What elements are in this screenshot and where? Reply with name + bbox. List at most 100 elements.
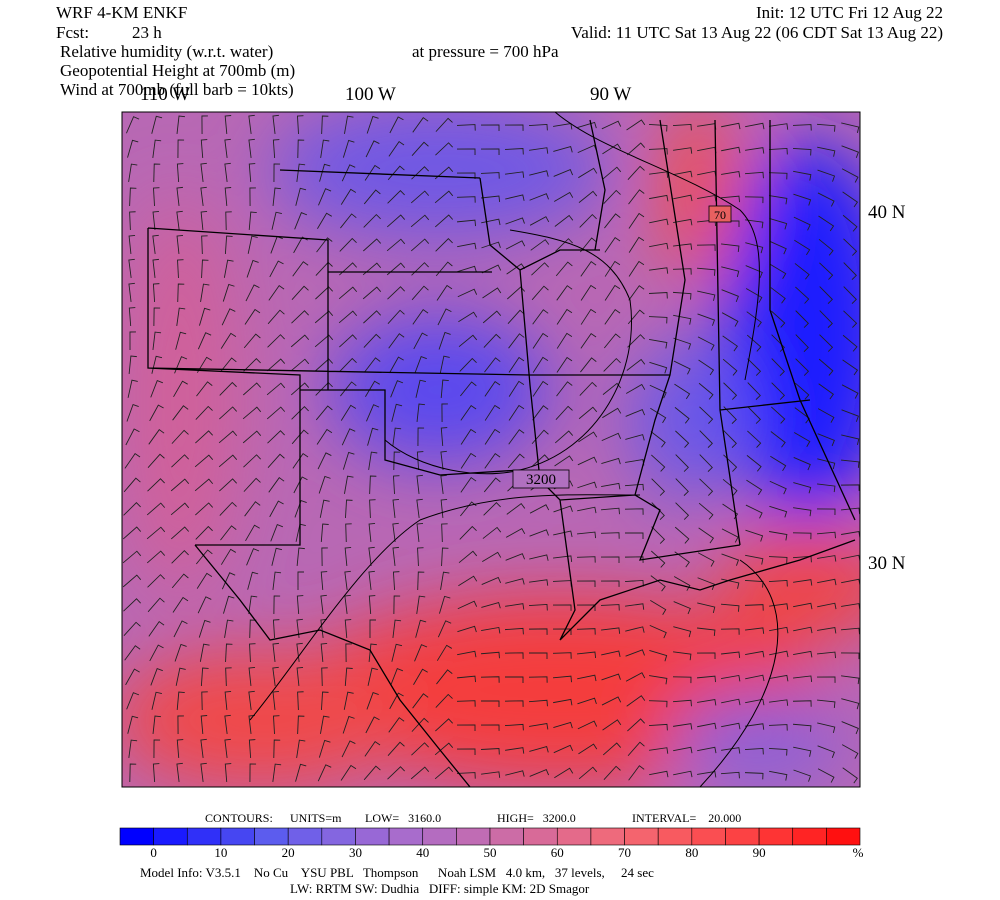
wind-barb [201, 235, 208, 255]
wind-barb [649, 267, 669, 274]
wind-barb [388, 717, 405, 733]
wind-barb [415, 619, 427, 638]
wind-barb [296, 547, 305, 567]
wind-barb [793, 650, 813, 658]
wind-barb [224, 763, 232, 783]
wind-barb [601, 120, 622, 130]
wind-barb [483, 333, 501, 348]
wind-barb [173, 380, 188, 398]
wind-barb [316, 428, 333, 445]
wind-barb [391, 643, 403, 662]
wind-barb [529, 746, 549, 753]
wind-barb [177, 283, 185, 303]
wind-barb [553, 146, 573, 153]
wind-barb [146, 502, 166, 516]
wind-barb [673, 770, 693, 778]
wind-barb [242, 430, 262, 444]
wind-barb [484, 357, 501, 373]
wind-barb [697, 194, 717, 202]
wind-barb [149, 404, 164, 422]
wind-barb [555, 405, 573, 420]
wind-barb [176, 234, 184, 254]
wind-barb [176, 307, 186, 326]
wind-barb [818, 215, 835, 232]
wind-barb [458, 311, 478, 323]
wind-barb [457, 625, 477, 633]
wind-barb [195, 525, 213, 540]
wind-barb [506, 502, 526, 515]
wind-barb [649, 770, 669, 778]
wind-barb [460, 476, 477, 493]
wind-barb [320, 139, 330, 158]
pressure-level: at pressure = 700 hPa [412, 42, 559, 61]
wind-barb [747, 358, 762, 376]
wind-barb [532, 380, 549, 397]
wind-barb [296, 163, 306, 182]
wind-barb [554, 455, 574, 467]
wind-barb [362, 238, 382, 252]
wind-barb [320, 523, 329, 543]
wind-barb [792, 723, 812, 732]
wind-barb [603, 765, 621, 780]
wind-barb [342, 451, 355, 470]
wind-barb [314, 334, 334, 348]
wind-barb [529, 579, 549, 586]
wind-barb [648, 292, 668, 299]
wind-barb [224, 691, 232, 711]
wind-barb [649, 242, 669, 250]
wind-barb [147, 478, 165, 492]
wind-barb [456, 219, 476, 227]
wind-barb [769, 626, 789, 634]
wind-barb [152, 283, 160, 303]
wind-barb [723, 382, 738, 400]
wind-barb [345, 499, 353, 519]
wind-barb [793, 675, 813, 682]
wind-barb [768, 147, 788, 155]
wind-barb [148, 429, 165, 445]
wind-barb [699, 406, 714, 424]
wind-barb [625, 408, 646, 417]
wind-barb [296, 115, 304, 135]
wind-barb [746, 455, 762, 472]
wind-barb [225, 643, 233, 663]
wind-barb [604, 260, 621, 277]
wind-barb [172, 405, 189, 421]
wind-barb [816, 123, 836, 132]
wind-barb [554, 767, 574, 779]
wind-barb [673, 746, 693, 754]
wind-barb [481, 264, 502, 274]
colorbar-label: 60 [551, 845, 564, 860]
wind-barb [603, 357, 621, 372]
wind-barb [628, 285, 645, 301]
wind-barb [367, 427, 379, 446]
wind-barb [266, 382, 286, 396]
wind-barb [272, 187, 281, 206]
wind-barb [219, 381, 237, 396]
wind-barb [480, 148, 500, 155]
wind-barb [556, 332, 573, 349]
wind-barb [200, 667, 209, 687]
wind-barb [626, 358, 646, 371]
wind-barb [200, 715, 208, 735]
wind-barb [673, 626, 692, 638]
wind-barb [553, 505, 573, 513]
wind-barb [389, 692, 404, 710]
wind-barb [627, 309, 645, 325]
wind-barb [128, 163, 138, 182]
wind-barb [320, 571, 328, 591]
wind-barb [338, 286, 358, 300]
wind-barb [769, 480, 787, 495]
wind-barb [314, 310, 334, 324]
wind-barb [842, 334, 858, 352]
wind-barb [266, 406, 286, 420]
wind-barb [482, 310, 502, 324]
wind-barb [436, 284, 453, 301]
wind-barb [435, 238, 453, 252]
wind-barb [649, 361, 668, 374]
wind-barb [198, 619, 211, 638]
wind-barb [368, 451, 378, 470]
wind-barb [793, 193, 812, 206]
colorbar-label: 0 [150, 845, 157, 860]
wind-barb [440, 474, 447, 494]
wind-barb [841, 744, 859, 759]
